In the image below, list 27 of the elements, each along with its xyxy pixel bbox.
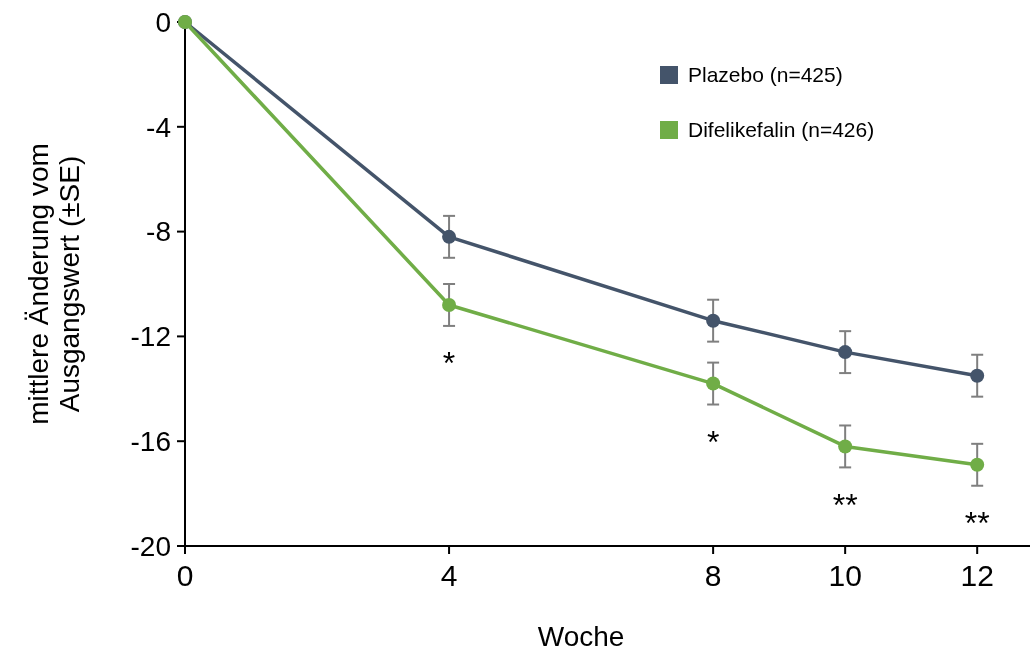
point xyxy=(706,376,721,391)
point xyxy=(838,439,853,454)
x-tick-label: 0 xyxy=(176,559,194,592)
point xyxy=(838,345,853,360)
y-tick-label: -8 xyxy=(146,216,171,248)
annotation: ** xyxy=(832,486,858,523)
legend-label: Plazebo (n=425) xyxy=(688,63,843,87)
y-tick-label: -12 xyxy=(130,321,171,353)
y-tick-label: -4 xyxy=(146,111,171,143)
y-tick-label: -16 xyxy=(130,426,171,457)
y-tick-label: 0 xyxy=(155,6,171,38)
x-tick-label: 8 xyxy=(704,559,722,592)
point xyxy=(970,368,985,383)
point xyxy=(970,457,985,472)
y-tick-label: -20 xyxy=(130,530,171,562)
x-tick-label: 12 xyxy=(960,559,994,592)
y-axis-title: mittlere Änderung vom Ausgangswert (±SE) xyxy=(23,143,85,425)
annotation: ** xyxy=(964,504,990,541)
point xyxy=(442,297,457,312)
point xyxy=(706,313,721,328)
x-axis-title: Woche xyxy=(537,621,625,652)
point xyxy=(442,229,457,244)
annotation: * xyxy=(706,423,720,460)
legend-label: Difelikefalin (n=426) xyxy=(688,118,875,142)
x-tick-label: 10 xyxy=(828,559,862,592)
x-tick-label: 4 xyxy=(440,559,458,592)
annotation: * xyxy=(442,345,456,382)
